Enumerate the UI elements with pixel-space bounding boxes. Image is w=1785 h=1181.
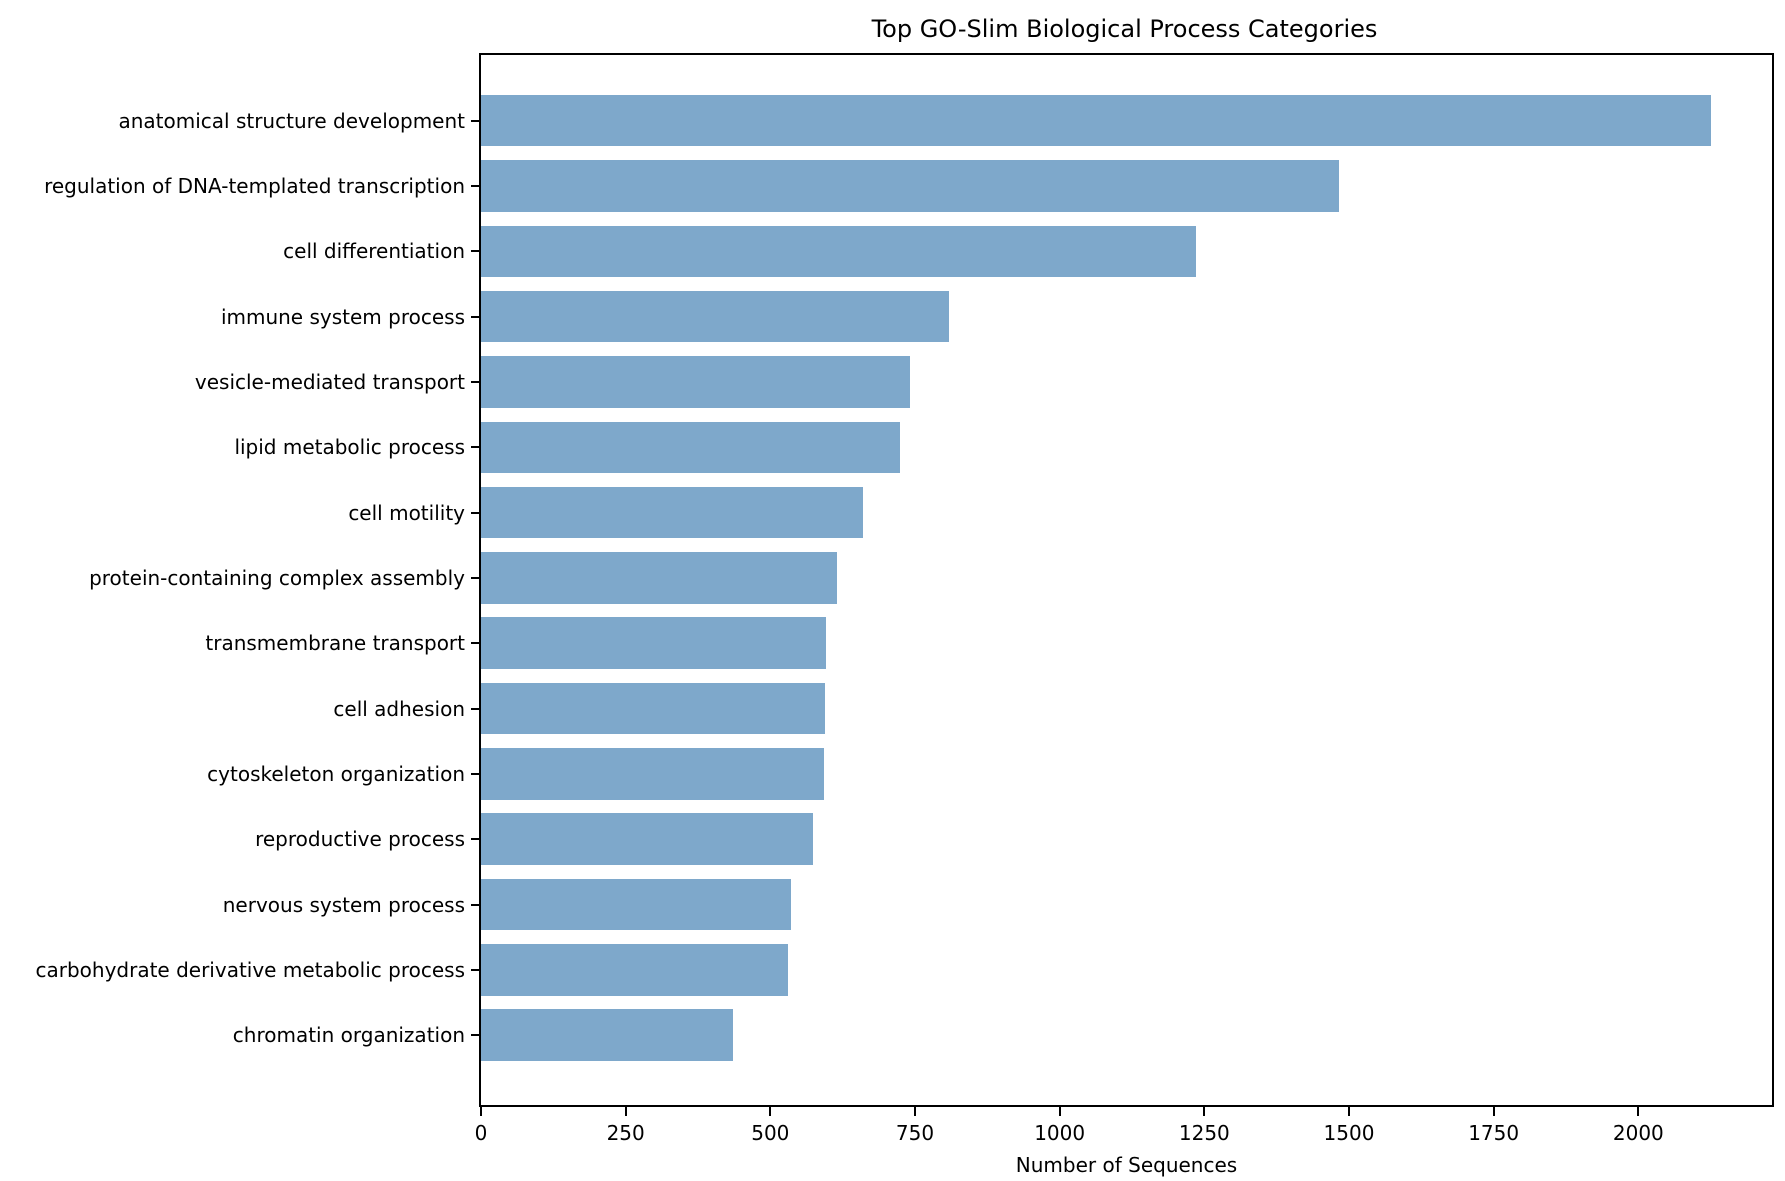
plot-area: anatomical structure development regulati…: [35, 53, 1774, 1177]
bar-row: transmembrane transport: [205, 611, 1772, 676]
chart-title: Top GO-Slim Biological Process Categorie…: [871, 15, 1378, 43]
category-label: cell adhesion: [333, 696, 465, 721]
y-tick-mark: [471, 119, 479, 122]
bar-row: regulation of DNA-templated transcriptio…: [44, 153, 1772, 218]
y-tick-mark: [471, 707, 479, 710]
y-tick-mark: [471, 446, 479, 449]
bar-row: reproductive process: [255, 807, 1772, 872]
bar: [481, 421, 900, 474]
bar-row: anatomical structure development: [118, 88, 1772, 153]
y-tick-mark: [471, 315, 479, 318]
category-label: cytoskeleton organization: [207, 761, 465, 786]
bar-row: cytoskeleton organization: [207, 741, 1772, 806]
x-tick-mark: [1492, 1107, 1495, 1116]
x-tick-label: 2000: [1612, 1121, 1664, 1145]
category-label: immune system process: [220, 304, 465, 329]
y-tick-mark: [471, 184, 479, 187]
category-label: anatomical structure development: [118, 108, 465, 133]
y-tick-mark: [471, 838, 479, 841]
bar: [481, 944, 789, 996]
x-tick-label: 1250: [1178, 1121, 1230, 1145]
bar: [481, 225, 1197, 278]
x-tick-label: 1750: [1468, 1121, 1520, 1145]
bar-row: cell differentiation: [283, 219, 1772, 284]
category-label: nervous system process: [222, 892, 465, 917]
bar: [481, 617, 827, 670]
y-tick-mark: [471, 903, 479, 906]
category-label: transmembrane transport: [205, 631, 465, 656]
bar-row: protein-containing complex assembly: [89, 545, 1772, 610]
bar-row: vesicle-mediated transport: [195, 349, 1772, 414]
x-tick-mark: [1058, 1107, 1061, 1116]
category-label: reproductive process: [255, 827, 465, 852]
x-tick-mark: [1637, 1107, 1640, 1116]
x-tick-mark: [769, 1107, 772, 1116]
category-label: carbohydrate derivative metabolic proces…: [35, 957, 465, 982]
bar-row: lipid metabolic process: [234, 415, 1772, 480]
bar-row: cell motility: [348, 480, 1772, 545]
x-tick-label: 500: [751, 1121, 790, 1145]
y-tick-mark: [471, 250, 479, 253]
y-tick-mark: [471, 968, 479, 971]
x-axis-label: Number of Sequences: [1015, 1153, 1238, 1177]
bar: [481, 356, 911, 408]
x-tick-mark: [913, 1107, 916, 1116]
y-tick-mark: [471, 576, 479, 579]
y-tick-mark: [471, 511, 479, 514]
x-tick-mark: [1203, 1107, 1206, 1116]
y-tick-mark: [471, 772, 479, 775]
bar: [481, 878, 792, 931]
bar-row: cell adhesion: [333, 676, 1772, 741]
x-tick-mark: [624, 1107, 627, 1116]
x-tick-label: 1000: [1034, 1121, 1086, 1145]
bar-row: chromatin organization: [233, 1003, 1772, 1068]
x-tick-mark: [1347, 1107, 1350, 1116]
category-label: lipid metabolic process: [234, 435, 465, 460]
x-tick-label: 0: [474, 1121, 488, 1145]
y-tick-mark: [471, 642, 479, 645]
bar: [481, 486, 864, 539]
bar: [481, 160, 1340, 212]
y-tick-mark: [471, 380, 479, 383]
bar: [481, 290, 949, 343]
bar-row: immune system process: [221, 284, 1772, 349]
y-tick-mark: [471, 1034, 479, 1037]
bar: [481, 813, 814, 866]
x-tick-mark: [480, 1107, 482, 1116]
bar: [481, 1009, 734, 1062]
bars-container: anatomical structure development regulati…: [35, 55, 1772, 1105]
category-label: protein-containing complex assembly: [89, 565, 465, 590]
category-label: vesicle-mediated transport: [194, 369, 465, 394]
bar: [481, 94, 1711, 147]
category-label: regulation of DNA-templated transcriptio…: [44, 173, 465, 198]
bar-row: carbohydrate derivative metabolic proces…: [35, 937, 1772, 1002]
bar-row: nervous system process: [223, 872, 1772, 937]
category-label: cell differentiation: [283, 239, 465, 264]
x-tick-label: 750: [895, 1121, 935, 1145]
x-tick-label: 1500: [1323, 1121, 1375, 1145]
bar: [481, 682, 826, 735]
bar: [481, 552, 838, 604]
category-label: cell motility: [348, 500, 465, 525]
bar: [481, 748, 825, 800]
category-label: chromatin organization: [232, 1023, 465, 1048]
x-tick-label: 250: [606, 1121, 645, 1145]
